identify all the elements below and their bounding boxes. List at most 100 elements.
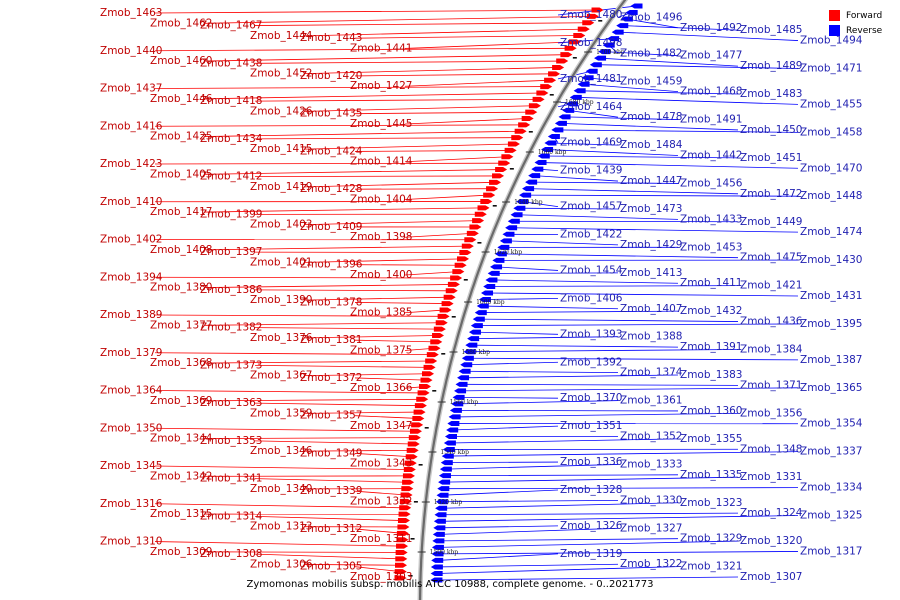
gene-label-zmob-1485: Zmob_1485: [740, 24, 802, 36]
gene-label-zmob-1354: Zmob_1354: [800, 418, 863, 430]
forward-gene-arrow: [413, 409, 426, 415]
forward-leader-line: [354, 264, 461, 266]
gene-label-zmob-1347: Zmob_1347: [350, 420, 412, 432]
reverse-gene-arrow: [607, 36, 620, 42]
forward-gene-arrow: [556, 58, 569, 64]
forward-leader-line: [354, 302, 448, 304]
reverse-leader-line: [575, 96, 799, 105]
reverse-leader-line: [525, 194, 799, 197]
reverse-gene-arrow: [446, 427, 459, 433]
forward-gene-arrow: [507, 141, 520, 147]
gene-label-zmob-1431: Zmob_1431: [800, 290, 862, 302]
reverse-gene-arrow: [449, 407, 462, 413]
reverse-gene-arrow: [460, 362, 473, 368]
forward-leader-line: [354, 490, 407, 496]
reverse-gene-arrow: [569, 94, 582, 100]
reverse-leader-line: [480, 310, 679, 313]
gene-label-zmob-1463: Zmob_1463: [100, 7, 162, 19]
gene-label-zmob-1409: Zmob_1409: [300, 221, 362, 233]
forward-leader-line: [154, 47, 571, 52]
gene-label-zmob-1422: Zmob_1422: [560, 229, 622, 241]
gene-label-zmob-1303: Zmob_1303: [350, 571, 412, 583]
gene-label-zmob-1332: Zmob_1332: [350, 495, 412, 507]
gene-label-zmob-1430: Zmob_1430: [800, 254, 862, 266]
gene-label-zmob-1440: Zmob_1440: [100, 45, 162, 57]
reverse-gene-arrow: [585, 68, 598, 74]
strand-dash: [509, 168, 514, 170]
reverse-leader-line: [454, 412, 739, 418]
reverse-leader-line: [452, 425, 559, 431]
reverse-leader-line: [484, 297, 559, 300]
gene-label-zmob-1405: Zmob_1405: [150, 168, 212, 180]
gene-label-zmob-1385: Zmob_1385: [350, 307, 412, 319]
gene-label-zmob-1316: Zmob_1316: [100, 498, 163, 510]
gene-label-zmob-1448: Zmob_1448: [800, 190, 862, 202]
forward-leader-line: [354, 111, 532, 115]
gene-label-zmob-1387: Zmob_1387: [800, 354, 862, 366]
forward-gene-arrow: [419, 384, 432, 390]
gene-label-zmob-1337: Zmob_1337: [800, 446, 862, 458]
gene-label-zmob-1374: Zmob_1374: [620, 367, 683, 379]
forward-gene-arrow: [395, 556, 408, 562]
reverse-gene-arrow: [474, 310, 487, 316]
reverse-gene-arrow: [465, 342, 478, 348]
gene-label-zmob-1471: Zmob_1471: [800, 62, 862, 74]
forward-gene-arrow: [489, 179, 502, 185]
reverse-gene-arrow: [440, 460, 453, 466]
reverse-leader-line: [447, 451, 799, 457]
forward-gene-arrow: [420, 377, 433, 383]
gene-label-zmob-1353: Zmob_1353: [200, 435, 262, 447]
gene-label-zmob-1491: Zmob_1491: [680, 114, 742, 126]
forward-gene-arrow: [396, 530, 409, 536]
reverse-gene-arrow: [513, 205, 526, 211]
forward-gene-arrow: [425, 358, 438, 364]
gene-label-zmob-1419: Zmob_1419: [250, 181, 312, 193]
scale-tick-label: 1640 kbp: [514, 199, 543, 206]
reverse-leader-line: [449, 438, 679, 444]
gene-label-zmob-1418: Zmob_1418: [200, 95, 262, 107]
legend-label-forward: Forward: [846, 10, 883, 21]
gene-label-zmob-1462: Zmob_1462: [150, 17, 212, 29]
forward-gene-arrow: [394, 569, 407, 575]
reverse-gene-arrow: [581, 75, 594, 81]
gene-label-zmob-1484: Zmob_1484: [620, 139, 683, 151]
gene-label-zmob-1396: Zmob_1396: [300, 259, 363, 271]
gene-label-zmob-1349: Zmob_1349: [300, 447, 362, 459]
reverse-gene-arrow: [577, 81, 590, 87]
reverse-gene-arrow: [447, 420, 460, 426]
forward-gene-arrow: [528, 103, 541, 109]
forward-leader-line: [404, 156, 508, 163]
reverse-leader-line: [467, 357, 799, 361]
gene-label-zmob-1317: Zmob_1317: [800, 545, 862, 557]
gene-label-zmob-1390: Zmob_1390: [250, 294, 312, 306]
forward-leader-line: [254, 137, 518, 140]
reverse-leader-line: [436, 576, 739, 581]
forward-leader-line: [154, 9, 598, 14]
forward-gene-arrow: [398, 511, 411, 517]
forward-leader-line: [154, 390, 424, 394]
strand-dash: [572, 57, 577, 59]
strand-dash: [598, 20, 603, 22]
forward-gene-arrow: [404, 460, 417, 466]
genome-backbone: [417, 0, 629, 600]
gene-label-zmob-1489: Zmob_1489: [740, 60, 802, 72]
gene-label-zmob-1380: Zmob_1380: [150, 282, 212, 294]
strand-dash: [413, 501, 418, 503]
reverse-leader-line: [568, 109, 619, 118]
forward-gene-arrow: [577, 26, 590, 32]
forward-leader-lines: [154, 9, 598, 579]
forward-gene-arrow: [501, 154, 514, 160]
forward-gene-arrow: [407, 441, 420, 447]
forward-gene-arrow: [414, 403, 427, 409]
reverse-gene-arrow: [519, 192, 532, 198]
gene-label-zmob-1496: Zmob_1496: [620, 11, 683, 23]
forward-leader-line: [304, 105, 535, 112]
forward-gene-arrow: [402, 473, 415, 479]
reverse-gene-arrow: [458, 368, 471, 374]
strand-dash: [463, 279, 468, 281]
forward-leader-line: [204, 15, 593, 24]
gene-label-zmob-1424: Zmob_1424: [300, 145, 363, 157]
forward-leader-line: [404, 232, 473, 238]
reverse-gene-arrow: [505, 225, 518, 231]
